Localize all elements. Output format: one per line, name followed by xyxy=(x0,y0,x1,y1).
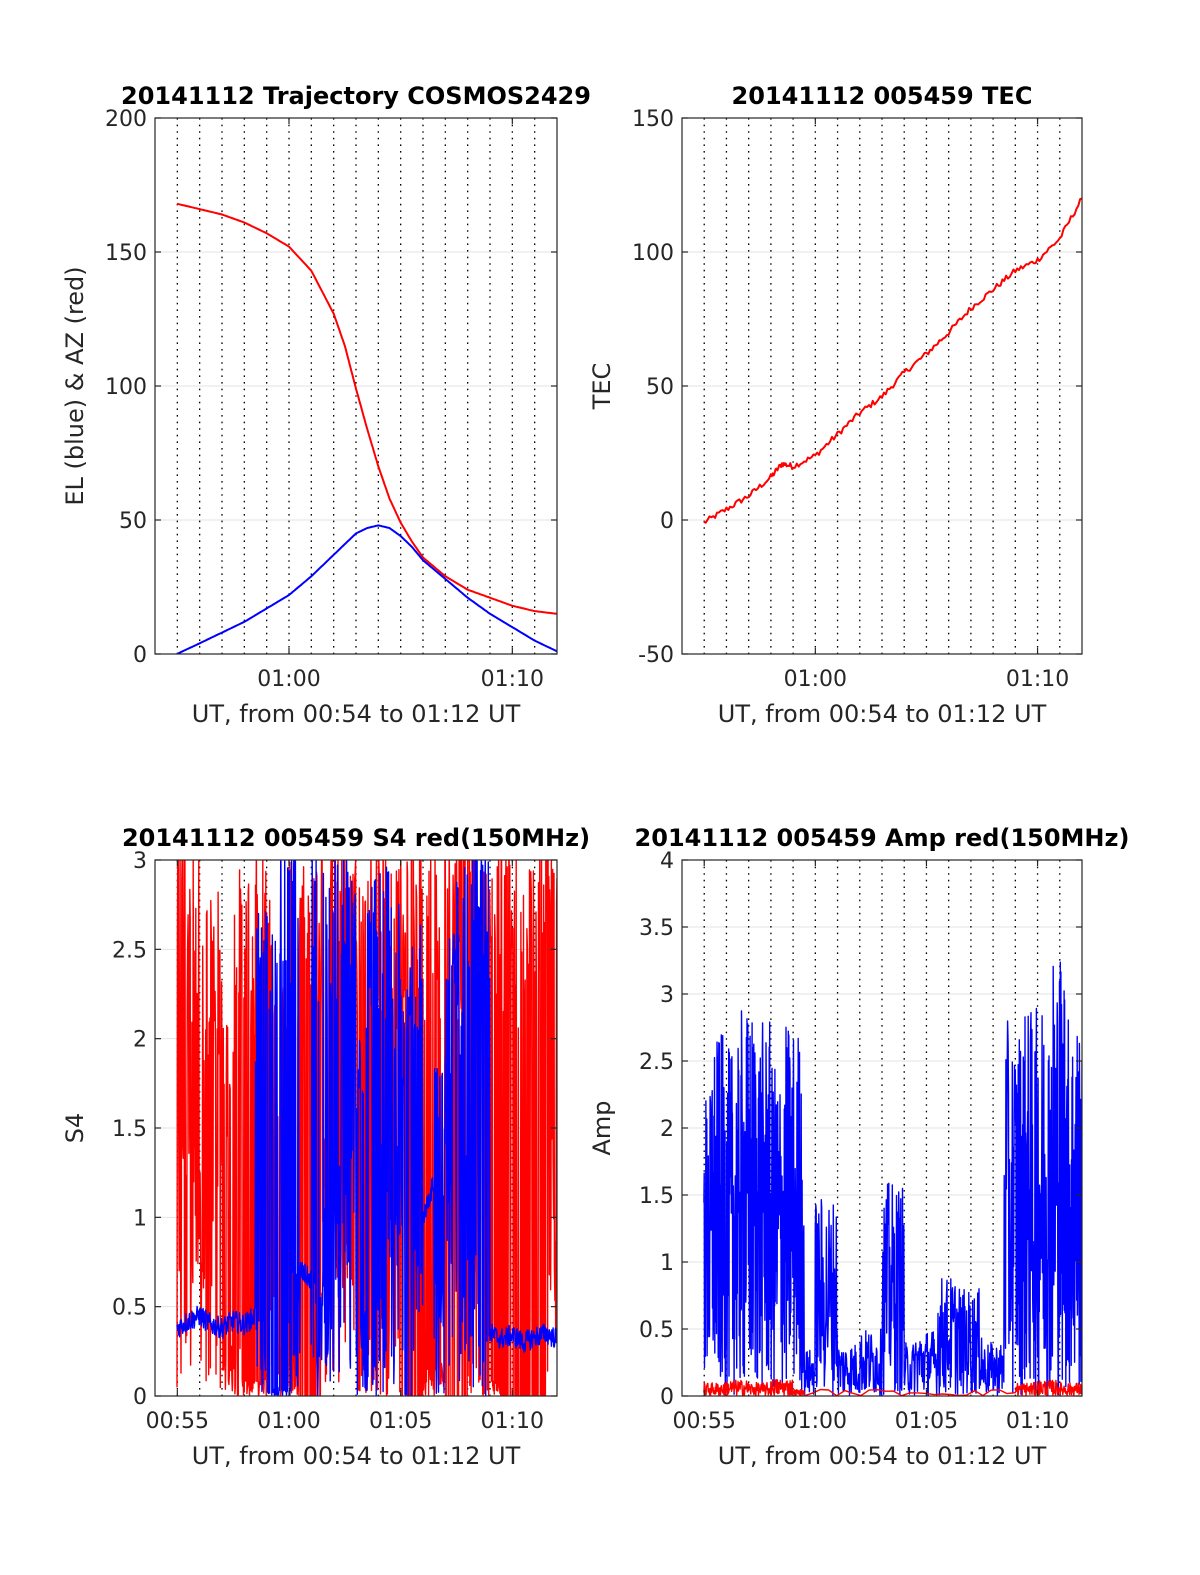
chart-title: 20141112 Trajectory COSMOS2429 xyxy=(121,82,591,110)
y-tick-label: 3 xyxy=(133,849,147,874)
y-tick-label: 1 xyxy=(133,1206,147,1231)
chart-title: 20141112 005459 S4 red(150MHz) xyxy=(122,824,590,852)
x-tick-label: 01:10 xyxy=(481,667,544,692)
series-line-0 xyxy=(176,202,557,615)
y-axis-label: TEC xyxy=(588,363,616,411)
x-tick-label: 01:00 xyxy=(784,1409,847,1434)
y-tick-label: 0.5 xyxy=(639,1318,674,1343)
trajectory-chart: 0 50 100 150 200 01:00 01:10 20141112 Trajecto… xyxy=(61,82,591,728)
y-tick-label: -50 xyxy=(638,643,674,668)
x-tick-label: 01:05 xyxy=(369,1409,432,1434)
y-tick-label: 1 xyxy=(660,1251,674,1276)
y-tick-label: 0 xyxy=(660,1385,674,1410)
x-tick-label: 01:10 xyxy=(481,1409,544,1434)
y-tick-label: 0 xyxy=(133,643,147,668)
x-axis-label: UT, from 00:54 to 01:12 UT xyxy=(192,1442,521,1470)
x-tick-label: 01:05 xyxy=(895,1409,958,1434)
y-tick-label: 100 xyxy=(632,241,674,266)
y-tick-label: 0 xyxy=(133,1385,147,1410)
y-tick-label: 50 xyxy=(646,375,674,400)
y-axis-label: EL (blue) & AZ (red) xyxy=(61,266,89,505)
y-axis-label: S4 xyxy=(61,1113,89,1144)
y-tick-label: 2 xyxy=(660,1117,674,1142)
s4-chart: 0 0.5 1 1.5 2 2.5 3 00:55 01:00 01:05 01:10 201411… xyxy=(61,824,590,1470)
amp-chart: 0 0.5 1 1.5 2 2.5 3 3.5 4 00:55 01:00 01:05 01:10 20… xyxy=(588,824,1129,1470)
y-tick-label: 1.5 xyxy=(639,1184,674,1209)
series-line-1 xyxy=(703,1378,1082,1396)
x-tick-label: 01:10 xyxy=(1006,1409,1069,1434)
x-axis-label: UT, from 00:54 to 01:12 UT xyxy=(718,1442,1047,1470)
x-tick-label: 00:55 xyxy=(673,1409,736,1434)
x-tick-label: 01:00 xyxy=(784,667,847,692)
y-tick-label: 2.5 xyxy=(639,1050,674,1075)
y-tick-label: 3 xyxy=(660,983,674,1008)
x-tick-label: 01:10 xyxy=(1006,667,1069,692)
y-tick-label: 50 xyxy=(119,509,147,534)
x-tick-label: 01:00 xyxy=(257,1409,320,1434)
tec-chart: -50 0 50 100 150 01:00 01:10 20141112 005459 T… xyxy=(588,82,1083,728)
y-tick-label: 0.5 xyxy=(112,1296,147,1321)
series-line-1 xyxy=(176,860,557,1396)
y-tick-label: 2 xyxy=(133,1028,147,1053)
y-axis-label: Amp xyxy=(588,1100,616,1155)
y-tick-label: 100 xyxy=(105,375,147,400)
y-tick-label: 2.5 xyxy=(112,938,147,963)
x-tick-label: 01:00 xyxy=(257,667,320,692)
y-tick-label: 150 xyxy=(632,107,674,132)
chart-title: 20141112 005459 TEC xyxy=(732,82,1033,110)
x-axis-label: UT, from 00:54 to 01:12 UT xyxy=(718,700,1047,728)
chart-title: 20141112 005459 Amp red(150MHz) xyxy=(635,824,1130,852)
y-tick-label: 4 xyxy=(660,849,674,874)
y-tick-label: 200 xyxy=(105,107,147,132)
y-tick-label: 150 xyxy=(105,241,147,266)
y-tick-label: 3.5 xyxy=(639,916,674,941)
x-tick-label: 00:55 xyxy=(146,1409,209,1434)
y-tick-label: 0 xyxy=(660,509,674,534)
y-tick-label: 1.5 xyxy=(112,1117,147,1142)
series-line-1 xyxy=(176,524,557,654)
series-line-0 xyxy=(703,197,1082,524)
x-axis-label: UT, from 00:54 to 01:12 UT xyxy=(192,700,521,728)
series-line-0 xyxy=(703,961,1082,1396)
